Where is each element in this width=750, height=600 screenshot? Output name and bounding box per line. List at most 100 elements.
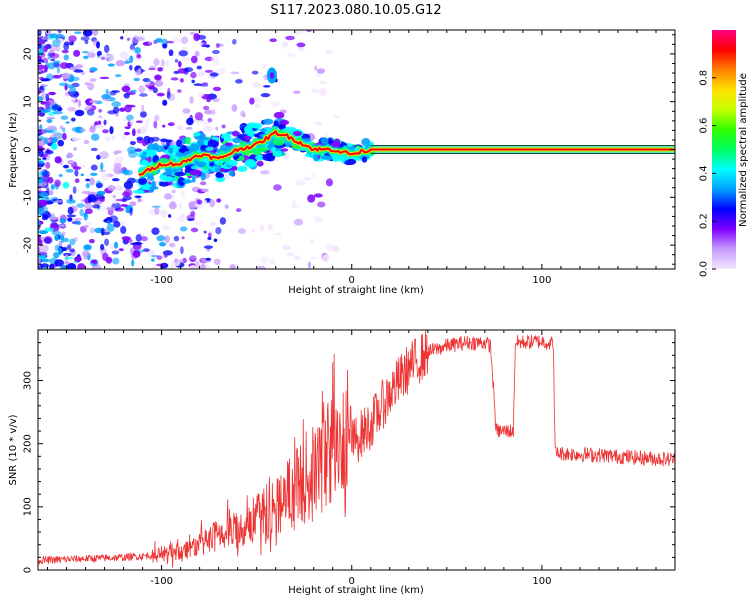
noise-blob (170, 77, 179, 81)
noise-blob (40, 236, 45, 240)
noise-blob (161, 224, 171, 231)
noise-blob (58, 247, 63, 256)
noise-blob (90, 147, 98, 152)
noise-blob (165, 59, 170, 68)
ridge-blob (168, 147, 174, 154)
ridge-blob (314, 142, 324, 147)
noise-blob (148, 67, 156, 71)
x-tick-label: 0 (349, 275, 355, 286)
noise-blob (119, 51, 129, 59)
noise-blob (107, 208, 114, 216)
noise-blob (43, 138, 48, 145)
ridge-blob (244, 127, 254, 136)
noise-blob (285, 35, 295, 41)
noise-blob (54, 156, 62, 164)
ridge-blob (256, 160, 264, 167)
ridge-blob (132, 189, 145, 194)
ridge-blob (189, 169, 202, 176)
noise-blob (89, 177, 95, 186)
noise-blob (314, 65, 318, 71)
ridge-blob (141, 159, 147, 164)
noise-blob (57, 33, 62, 38)
noise-blob (71, 98, 76, 103)
noise-blob (66, 214, 77, 218)
noise-blob (237, 228, 247, 234)
y-tick-label: -10 (23, 189, 34, 205)
noise-blob (45, 197, 50, 202)
noise-blob (43, 64, 48, 73)
noise-blob (194, 221, 202, 226)
ridge-blob (320, 137, 329, 145)
y-tick-label: 20 (23, 48, 34, 61)
noise-blob (260, 170, 270, 175)
noise-blob (44, 237, 52, 244)
ridge-blob (292, 130, 302, 137)
noise-blob (326, 244, 334, 252)
noise-blob (73, 69, 84, 73)
ridge-blob (263, 118, 274, 125)
ridge-blob (232, 137, 241, 144)
noise-blob (179, 78, 184, 83)
noise-blob (162, 43, 168, 49)
noise-blob (73, 147, 77, 151)
noise-blob (106, 219, 111, 225)
noise-blob (254, 103, 261, 109)
noise-blob (132, 35, 141, 44)
ridge-blob (228, 170, 235, 177)
noise-blob (182, 56, 191, 62)
noise-blob (45, 130, 54, 134)
noise-blob (80, 128, 87, 132)
noise-blob (85, 182, 90, 189)
noise-blob (201, 121, 211, 126)
ridge-blob (162, 171, 173, 176)
noise-blob (84, 203, 93, 209)
noise-blob (215, 226, 222, 235)
noise-blob (105, 88, 109, 95)
noise-blob (67, 206, 74, 215)
ridge-blob (320, 155, 333, 160)
noise-blob (38, 64, 46, 70)
noise-blob (296, 42, 306, 48)
noise-blob (176, 124, 184, 131)
ridge-blob (185, 136, 192, 145)
noise-blob (207, 118, 213, 123)
noise-blob (121, 85, 131, 93)
noise-blob (121, 133, 126, 141)
noise-blob (47, 52, 52, 60)
noise-blob (203, 40, 207, 47)
ridge-blob (345, 158, 357, 165)
snr-x-label: Height of straight line (km) (288, 585, 424, 596)
ridge-blob (205, 146, 215, 151)
noise-blob (126, 104, 136, 108)
noise-blob (115, 150, 122, 154)
noise-blob (150, 258, 155, 262)
noise-blob (85, 221, 92, 226)
noise-blob (126, 177, 137, 184)
noise-blob (67, 244, 72, 250)
noise-blob (273, 184, 282, 191)
noise-blob (121, 236, 131, 241)
noise-blob (181, 236, 185, 240)
noise-blob (86, 82, 95, 91)
noise-blob (333, 115, 340, 119)
noise-blob (322, 254, 330, 263)
noise-blob (137, 196, 141, 203)
noise-blob (43, 214, 48, 218)
noise-blob (135, 233, 142, 242)
ridge-blob (332, 154, 343, 162)
noise-blob (104, 238, 110, 246)
y-tick-label: -20 (23, 237, 34, 253)
ridge-blob (175, 152, 187, 157)
noise-blob (129, 64, 133, 71)
noise-blob (151, 205, 161, 209)
noise-blob (74, 169, 79, 177)
noise-blob (318, 80, 327, 85)
noise-blob (83, 139, 90, 145)
noise-blob (124, 60, 131, 64)
noise-blob (52, 251, 60, 259)
noise-blob (63, 54, 69, 61)
y-tick-label: 200 (23, 434, 34, 453)
colorbar: 0.0 0.2 0.4 0.6 0.8 Normalized spectral ampl… (699, 30, 749, 277)
ridge-blob (224, 142, 233, 147)
